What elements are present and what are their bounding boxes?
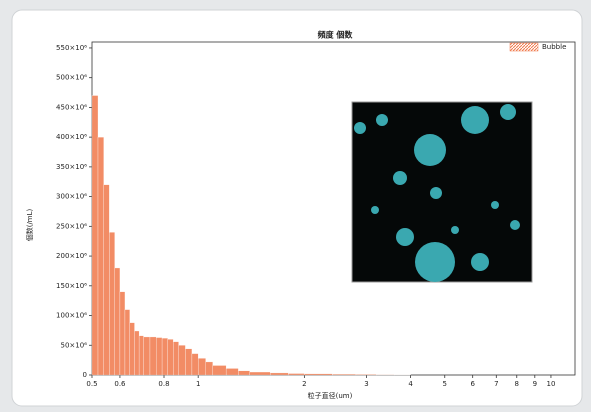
bar [91,95,99,376]
x-tick-label: 8 [515,380,519,388]
y-axis-label: 個数(/mL) [25,208,34,241]
bar [191,353,199,376]
bar [103,184,110,376]
x-tick-label: 1 [196,380,200,388]
bar [198,358,206,376]
bar [114,267,121,376]
x-tick-label: 2 [302,380,306,388]
bar [119,291,126,376]
y-tick-label: 100×10⁶ [56,312,87,320]
bar [332,373,357,376]
inset-image [351,101,533,283]
bar [143,336,151,376]
bar [124,309,130,376]
bar [304,373,333,376]
x-tick-label: 4 [408,380,413,388]
bar [225,368,239,376]
x-tick-label: 0.6 [114,380,126,388]
bar [249,371,271,376]
y-tick-label: 500×10⁶ [56,74,87,82]
bar [109,232,115,376]
bar [238,370,250,376]
chart-title: 頻度 個数 [318,30,354,40]
y-tick-label: 350×10⁶ [56,163,87,171]
bar [178,345,186,376]
legend-swatch [509,42,539,52]
bar [288,373,305,376]
y-tick-label: 250×10⁶ [56,222,87,230]
y-tick-label: 50×10⁶ [61,341,88,349]
x-tick-label: 5 [443,380,447,388]
bar [149,336,157,376]
y-tick-label: 550×10⁶ [56,44,87,52]
bar [212,365,227,376]
x-tick-label: 0.8 [158,380,169,388]
x-tick-label: 3 [364,380,368,388]
x-tick-label: 0.5 [86,380,97,388]
x-tick-label: 6 [470,380,475,388]
bar [270,372,289,376]
bar [355,374,377,376]
y-tick-label: 400×10⁶ [56,133,87,141]
bar [185,348,193,376]
x-tick-label: 10 [546,380,555,388]
x-tick-label: 7 [494,380,498,388]
y-tick-label: 300×10⁶ [56,193,87,201]
bar [161,337,168,376]
bar [138,335,144,376]
x-axis-label: 粒子直径(um) [308,391,353,400]
bar [155,337,163,376]
bar [129,322,135,376]
bar [134,330,140,376]
bar [173,341,179,376]
y-tick-label: 200×10⁶ [56,252,87,260]
y-tick-label: 0 [83,371,87,379]
bar [167,339,174,376]
bar [97,136,104,376]
x-tick-label: 9 [533,380,537,388]
y-tick-label: 150×10⁶ [56,282,87,290]
bar [205,361,213,376]
y-tick-label: 450×10⁶ [56,103,87,111]
legend-label: Bubble [542,43,566,51]
